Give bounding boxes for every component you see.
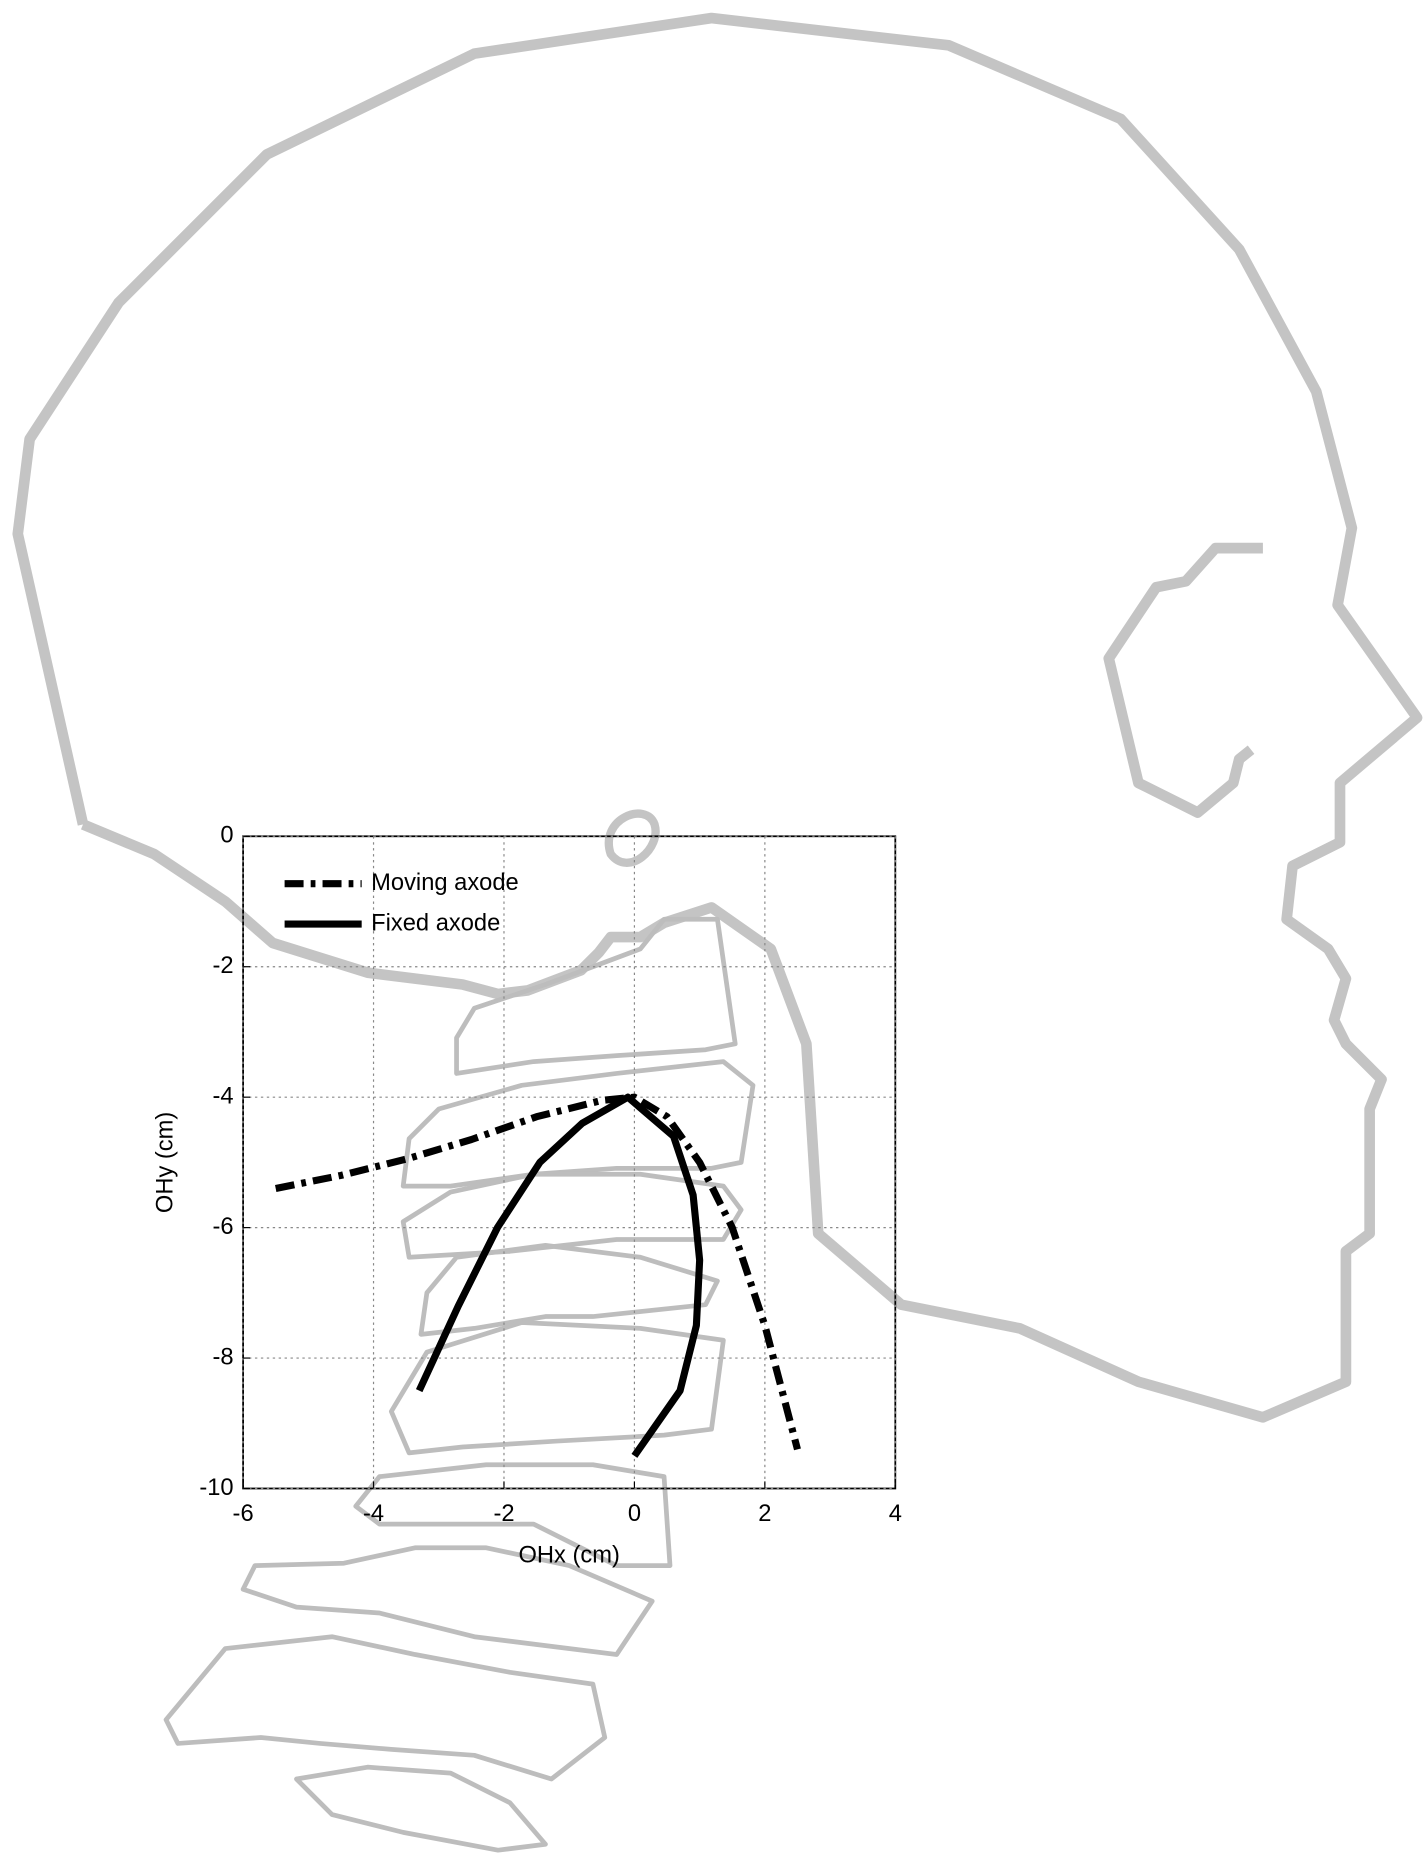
x-tick-label: -6 — [233, 1501, 254, 1527]
y-tick-label: 0 — [220, 823, 233, 849]
x-tick-label: 4 — [889, 1501, 902, 1527]
legend-label: Moving axode — [371, 870, 519, 896]
y-tick-label: -6 — [213, 1214, 234, 1240]
y-tick-label: -4 — [213, 1083, 234, 1109]
y-tick-label: -8 — [213, 1344, 234, 1370]
x-tick-label: 2 — [758, 1501, 771, 1527]
ear-outline — [1109, 548, 1263, 812]
x-axis-label: OHx (cm) — [519, 1542, 620, 1568]
figure: OHx (cm) OHy (cm) -6 -4 -2 0 2 4 -10 -8 -6 -4 -2 0 M… — [0, 0, 1423, 1854]
ear-canal — [609, 814, 656, 863]
x-tick-label: -4 — [363, 1501, 384, 1527]
series-line — [276, 1097, 798, 1449]
y-tick-label: -2 — [213, 953, 234, 979]
x-tick-label: 0 — [628, 1501, 641, 1527]
x-tick-label: -2 — [493, 1501, 514, 1527]
plot — [243, 836, 895, 1488]
plot-frame — [243, 836, 895, 1488]
skull-outline — [18, 18, 1417, 1417]
series-line — [419, 1097, 699, 1456]
y-axis-label: OHy (cm) — [152, 1112, 178, 1213]
vertebrae — [166, 919, 753, 1850]
legend-label: Fixed axode — [371, 910, 500, 936]
y-tick-label: -10 — [199, 1475, 233, 1501]
